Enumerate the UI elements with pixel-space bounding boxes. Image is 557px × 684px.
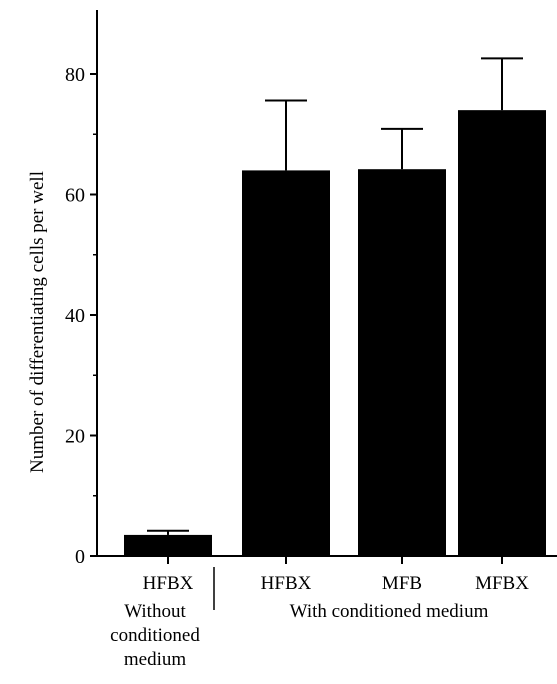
- group-label-line: With conditioned medium: [290, 601, 489, 622]
- x-tick-label: HFBX: [143, 573, 194, 594]
- x-tick-label: MFBX: [475, 573, 529, 594]
- y-tick-label: 80: [65, 64, 85, 86]
- bar: [124, 534, 212, 556]
- bars-layer: [124, 110, 546, 557]
- x-axis: HFBX HFBX MFB MFBX: [97, 555, 557, 594]
- y-axis: 0 20 40 60 80: [65, 10, 98, 568]
- bar: [358, 169, 446, 556]
- bar: [458, 110, 546, 557]
- group-label-line: medium: [124, 649, 186, 670]
- y-axis-label: Number of differentiating cells per well: [27, 171, 48, 473]
- group-label-line: conditioned: [110, 625, 200, 646]
- group-label-line: Without: [124, 601, 186, 622]
- y-tick-label: 0: [75, 546, 85, 568]
- x-tick-label: HFBX: [261, 573, 312, 594]
- x-tick-label: MFB: [382, 573, 422, 594]
- y-tick-label: 60: [65, 185, 85, 207]
- y-tick-label: 20: [65, 426, 85, 448]
- error-bars-layer: [147, 57, 523, 535]
- bar: [242, 170, 330, 556]
- y-tick-label: 40: [65, 305, 85, 327]
- group-labels: Without conditioned medium With conditioned…: [110, 567, 489, 670]
